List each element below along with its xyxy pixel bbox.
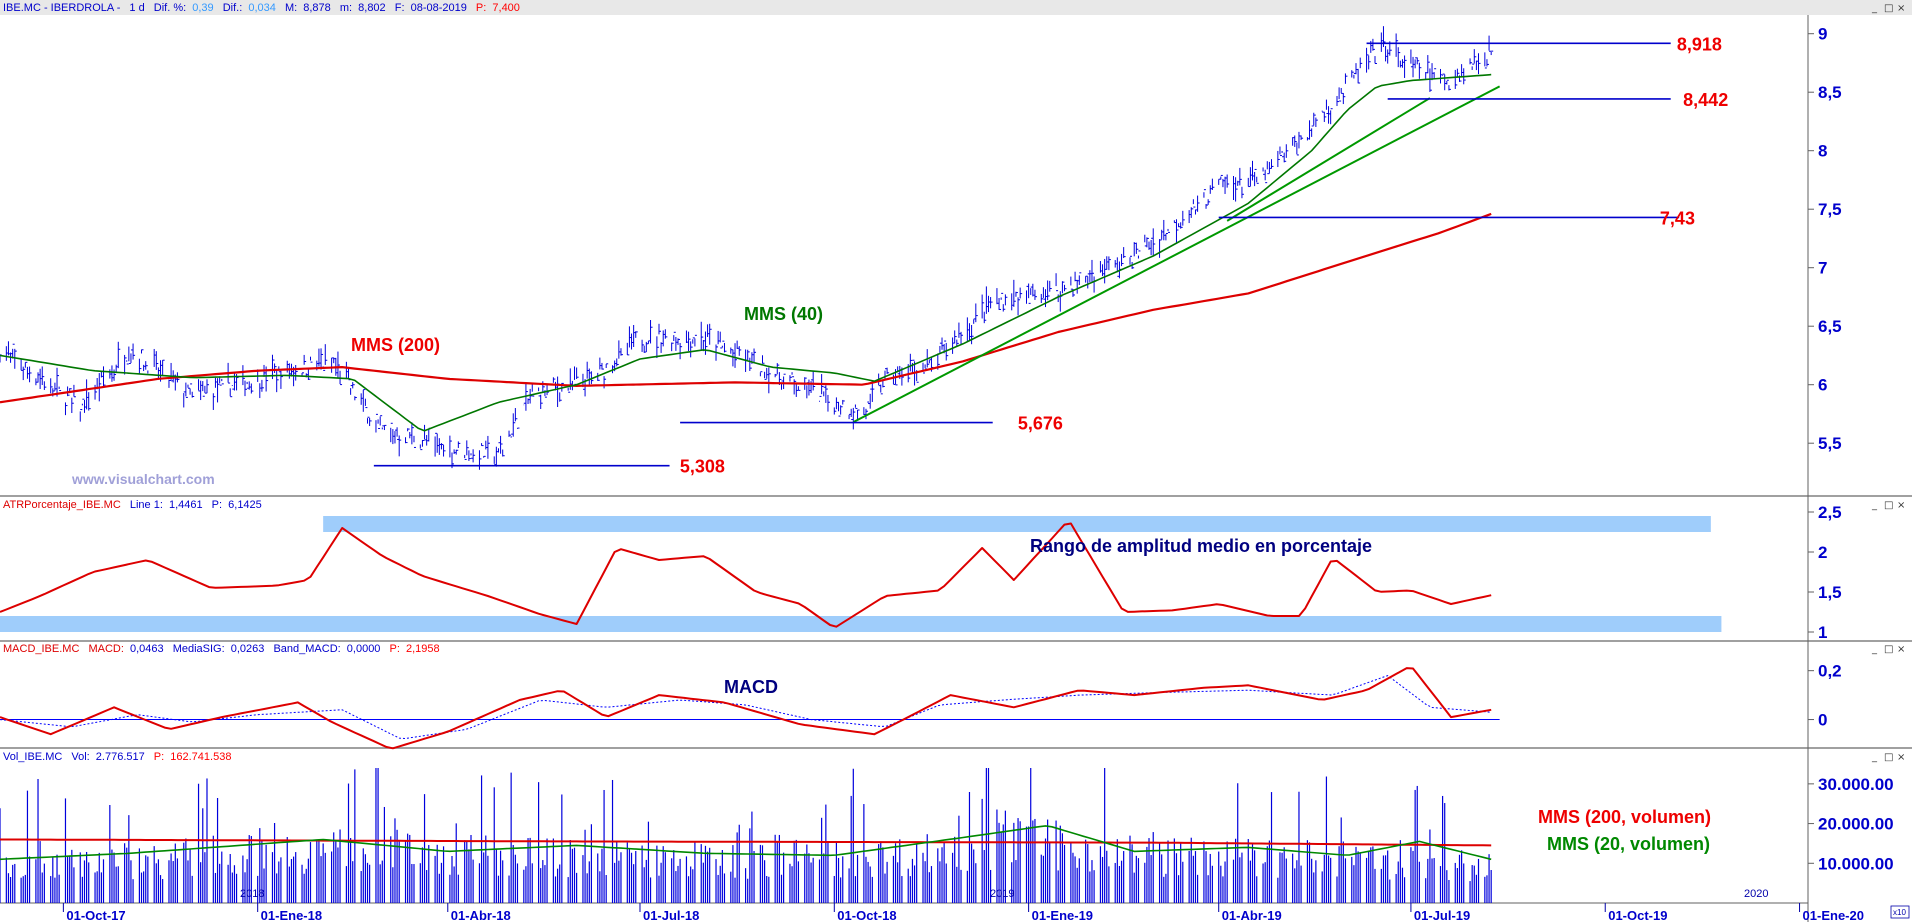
close-icon[interactable]: ×	[1897, 3, 1905, 14]
level-label: 7,43	[1660, 208, 1695, 228]
x-tick-label: 01-Ene-20	[1803, 908, 1864, 922]
y-tick-label: 1,5	[1818, 583, 1842, 602]
scale-marker-box[interactable]	[1890, 905, 1910, 919]
close-icon[interactable]: ×	[1897, 500, 1905, 511]
macd-window-controls[interactable]: _ □ ×	[1871, 644, 1905, 655]
level-label: 5,308	[680, 457, 725, 477]
indicator-lines	[0, 73, 1501, 861]
y-tick-label: 6,5	[1818, 317, 1842, 336]
x-tick-label: 01-Oct-17	[66, 908, 125, 922]
atr-window-controls[interactable]: _ □ ×	[1871, 500, 1905, 511]
y-tick-label: 8	[1818, 142, 1827, 161]
atr-annotation: Rango de amplitud medio en porcentaje	[1030, 536, 1372, 556]
minimize-icon[interactable]: _	[1871, 3, 1878, 14]
macd-signal-line	[0, 675, 1492, 739]
x-tick-label: 01-Ene-18	[261, 908, 322, 922]
x-axis-labels: 01-Oct-17 01-Ene-18 01-Abr-18 01-Jul-18 01-O…	[62, 903, 1864, 922]
x-tick-label: 01-Jul-18	[643, 908, 699, 922]
vol-mms200-line	[0, 838, 1492, 847]
scale-marker: x10	[1893, 908, 1906, 917]
mms40-annotation: MMS (40)	[744, 304, 823, 324]
x-tick-label: 01-Oct-18	[837, 908, 896, 922]
x-tick-label: 01-Oct-19	[1608, 908, 1667, 922]
vol-mms20-annotation: MMS (20, volumen)	[1547, 834, 1710, 854]
vol-mms20-line	[0, 825, 1492, 861]
atr-band	[323, 516, 1711, 532]
x-tick-label: 01-Abr-19	[1222, 908, 1282, 922]
atr-reference-bands	[0, 516, 1722, 632]
restore-icon[interactable]: □	[1884, 3, 1893, 14]
y-tick-label: 2,5	[1818, 503, 1842, 522]
vol-mms200-annotation: MMS (200, volumen)	[1538, 807, 1711, 827]
close-icon[interactable]: ×	[1897, 644, 1905, 655]
y-axis-labels: 5,5 6 6,5 7 7,5 8 8,5 9 1 1,5 2 2,5 0 0,2 10.000.00 20.…	[1808, 25, 1894, 873]
support-resistance-levels: 8,918 8,442 7,43 5,676 5,308	[373, 34, 1728, 477]
minimize-icon[interactable]: _	[1871, 644, 1878, 655]
x-tick-label: 01-Ene-19	[1032, 908, 1093, 922]
volume-bars	[0, 767, 1492, 903]
atr-band	[0, 616, 1722, 632]
y-tick-label: 5,5	[1818, 434, 1842, 453]
level-label: 5,676	[1018, 414, 1063, 434]
atr-line	[0, 522, 1492, 628]
y-tick-label: 30.000.00	[1818, 775, 1894, 794]
volume-header: Vol_IBE.MC Vol: 2.776.517 P: 162.741.538	[3, 751, 231, 763]
close-icon[interactable]: ×	[1897, 752, 1905, 763]
trendline	[1226, 97, 1431, 222]
minimize-icon[interactable]: _	[1871, 752, 1878, 763]
atr-header: ATRPorcentaje_IBE.MC Line 1: 1,4461 P: 6…	[3, 499, 262, 511]
year-marker: 2019	[990, 888, 1014, 900]
price-header: IBE.MC - IBERDROLA - 1 d Dif. %: 0,39 Di…	[3, 2, 520, 14]
trendline	[852, 85, 1501, 424]
y-tick-label: 9	[1818, 25, 1827, 44]
y-tick-label: 10.000.00	[1818, 854, 1894, 873]
restore-icon[interactable]: □	[1884, 500, 1893, 511]
y-tick-label: 7	[1818, 259, 1827, 278]
x-tick-label: 01-Jul-19	[1414, 908, 1470, 922]
macd-header: MACD_IBE.MC MACD: 0,0463 MediaSIG: 0,026…	[3, 643, 440, 655]
mms200-line	[0, 212, 1492, 404]
y-tick-label: 8,5	[1818, 83, 1842, 102]
y-tick-label: 2	[1818, 543, 1827, 562]
mms200-annotation: MMS (200)	[351, 335, 440, 355]
y-tick-label: 1	[1818, 623, 1827, 642]
price-header-bar	[0, 0, 1912, 15]
level-label: 8,442	[1683, 90, 1728, 110]
volume-window-controls[interactable]: _ □ ×	[1871, 752, 1905, 763]
y-tick-label: 0,2	[1818, 662, 1842, 681]
restore-icon[interactable]: □	[1884, 752, 1893, 763]
y-tick-label: 7,5	[1818, 200, 1842, 219]
minimize-icon[interactable]: _	[1871, 500, 1878, 511]
y-tick-label: 6	[1818, 376, 1827, 395]
y-tick-label: 20.000.00	[1818, 815, 1894, 834]
y-tick-label: 0	[1818, 711, 1827, 730]
year-marker: 2020	[1744, 888, 1768, 900]
restore-icon[interactable]: □	[1884, 644, 1893, 655]
level-label: 8,918	[1677, 34, 1722, 54]
macd-annotation: MACD	[724, 677, 778, 697]
price-bars	[0, 26, 1494, 470]
x-tick-label: 01-Abr-18	[451, 908, 511, 922]
price-window-controls[interactable]: _ □ ×	[1871, 3, 1905, 14]
macd-line	[0, 667, 1492, 750]
watermark: www.visualchart.com	[71, 471, 215, 487]
year-marker: 2018	[240, 888, 264, 900]
mms40-line	[0, 73, 1492, 432]
